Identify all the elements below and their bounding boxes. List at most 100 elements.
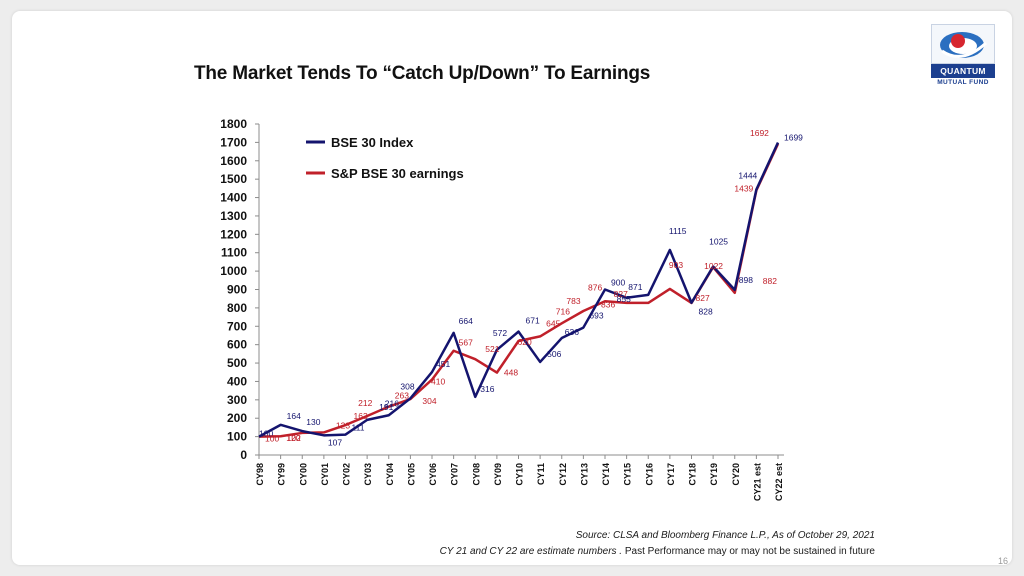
x-tick-label: CY03	[363, 463, 373, 486]
data-label: 827	[696, 293, 710, 303]
data-label: 1022	[704, 261, 723, 271]
data-label: 263	[395, 391, 409, 401]
x-tick-label: CY05	[406, 463, 416, 486]
y-tick-label: 800	[227, 301, 247, 315]
y-tick-label: 1000	[220, 264, 247, 278]
x-tick-label: CY10	[515, 463, 525, 486]
data-label: 620	[518, 337, 532, 347]
y-tick-label: 300	[227, 393, 247, 407]
data-label: 898	[739, 275, 753, 285]
y-tick-label: 1800	[220, 117, 247, 131]
data-label: 903	[669, 260, 683, 270]
data-label: 783	[566, 296, 580, 306]
data-label: 102	[287, 433, 301, 443]
y-tick-label: 600	[227, 338, 247, 352]
y-tick-label: 900	[227, 283, 247, 297]
x-tick-label: CY18	[688, 463, 698, 486]
logo-name: QUANTUM	[931, 64, 995, 78]
x-tick-label: CY01	[320, 463, 330, 486]
data-label: 1444	[738, 170, 757, 180]
y-tick-label: 1200	[220, 227, 247, 241]
page-number: 16	[997, 556, 1008, 566]
estimate-note: CY 21 and CY 22 are estimate numbers . P…	[440, 546, 875, 557]
data-label: 130	[306, 417, 320, 427]
y-tick-label: 1500	[220, 172, 247, 186]
y-tick-label: 1400	[220, 191, 247, 205]
page-title: The Market Tends To “Catch Up/Down” To E…	[194, 63, 651, 84]
data-label: 163	[354, 411, 368, 421]
data-label: 410	[431, 377, 445, 387]
x-tick-label: CY20	[731, 463, 741, 486]
data-label: 572	[493, 328, 507, 338]
data-label: 123	[336, 420, 350, 430]
data-label: 316	[480, 384, 494, 394]
data-label: 855	[617, 294, 631, 304]
data-label: 871	[628, 282, 642, 292]
data-label: 100	[259, 429, 273, 439]
data-label: 716	[556, 306, 570, 316]
quantum-logo: QUANTUM MUTUAL FUND	[931, 24, 995, 90]
data-label: 308	[400, 381, 414, 391]
x-tick-label: CY12	[558, 463, 568, 486]
y-tick-label: 400	[227, 374, 247, 388]
estimate-note-disclaimer: Past Performance may or may not be susta…	[624, 546, 875, 557]
data-label: 164	[287, 411, 301, 421]
x-tick-label: CY07	[450, 463, 460, 486]
data-label: 304	[422, 396, 436, 406]
y-tick-label: 700	[227, 319, 247, 333]
x-tick-label: CY08	[471, 463, 481, 486]
data-label: 900	[611, 278, 625, 288]
x-tick-label: CY21 est	[752, 463, 762, 501]
x-tick-label: CY22 est	[774, 463, 784, 501]
logo-emblem	[931, 24, 995, 64]
data-label: 693	[589, 311, 603, 321]
y-tick-label: 1600	[220, 154, 247, 168]
data-label: 506	[547, 349, 561, 359]
data-label: 120	[286, 433, 300, 443]
data-label: 107	[328, 437, 342, 447]
x-tick-label: CY13	[579, 463, 589, 486]
data-label: 645	[546, 318, 560, 328]
y-tick-label: 100	[227, 430, 247, 444]
data-label: 882	[763, 276, 777, 286]
data-label: 111	[352, 423, 365, 433]
x-tick-label: CY09	[493, 463, 503, 486]
x-tick-label: CY06	[428, 463, 438, 486]
data-label: 876	[588, 282, 602, 292]
data-label: 664	[459, 316, 473, 326]
source-note: Source: CLSA and Bloomberg Finance L.P.,…	[575, 530, 875, 541]
data-label: 212	[358, 398, 372, 408]
data-label: 827	[614, 289, 628, 299]
legend-label: BSE 30 Index	[331, 135, 414, 150]
data-label: 1025	[709, 237, 728, 247]
series-line	[258, 142, 780, 438]
x-tick-label: CY99	[277, 463, 287, 486]
data-label: 191	[379, 402, 393, 412]
x-tick-label: CY15	[623, 463, 633, 486]
y-tick-label: 0	[240, 448, 247, 462]
x-tick-label: CY98	[255, 463, 265, 486]
data-label: 100	[265, 434, 279, 444]
data-label: 567	[459, 338, 473, 348]
x-tick-label: CY11	[536, 463, 546, 485]
data-label: 671	[526, 316, 540, 326]
y-tick-label: 200	[227, 411, 247, 425]
y-tick-label: 1100	[221, 246, 247, 260]
data-label: 636	[565, 327, 579, 337]
legend-label: S&P BSE 30 earnings	[331, 166, 464, 181]
x-tick-label: CY16	[644, 463, 654, 486]
data-label: 216	[385, 398, 399, 408]
data-label: 1115	[669, 226, 687, 236]
data-label: 836	[601, 299, 615, 309]
estimate-note-italic: CY 21 and CY 22 are estimate numbers .	[439, 546, 625, 557]
slide-background	[12, 11, 1012, 565]
x-tick-label: CY00	[298, 463, 308, 486]
logo-swirl-icon	[940, 32, 988, 58]
data-label: 448	[504, 368, 518, 378]
logo-subtitle: MUTUAL FUND	[937, 79, 989, 86]
y-tick-label: 1700	[220, 135, 247, 149]
data-label: 1692	[750, 128, 769, 138]
data-label: 451	[436, 359, 450, 369]
x-tick-label: CY02	[342, 463, 352, 486]
